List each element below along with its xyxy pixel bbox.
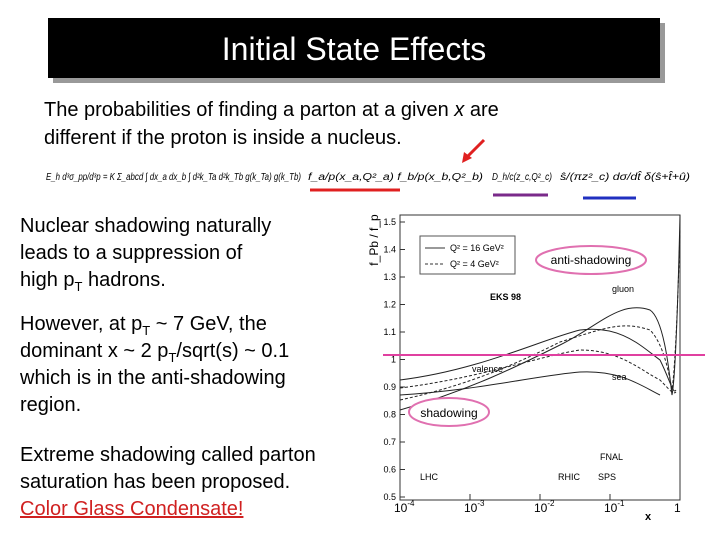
arrow bbox=[464, 138, 486, 160]
plot-label: sea bbox=[612, 372, 627, 382]
text-line: leads to a suppression of bbox=[20, 242, 243, 264]
paragraph: Extreme shadowing called parton saturati… bbox=[20, 444, 316, 493]
legend bbox=[419, 235, 516, 275]
x-tick-label: 1 bbox=[674, 501, 681, 515]
x-tick-base: 10 bbox=[534, 501, 548, 515]
intro-line: different if the proton is inside a nucl… bbox=[44, 127, 402, 149]
y-tick-label: 1.1 bbox=[383, 327, 396, 337]
curve bbox=[399, 349, 677, 394]
y-tick-label: 0.6 bbox=[383, 465, 396, 475]
plot-label: EKS 98 bbox=[490, 292, 521, 302]
x-tick-base: 1 bbox=[674, 501, 681, 515]
text: x bbox=[453, 99, 465, 121]
subscript: T bbox=[75, 279, 83, 294]
text: ~ 7 GeV, the bbox=[150, 313, 267, 335]
annotation: shadowing bbox=[420, 406, 477, 420]
annotation-ellipse bbox=[408, 397, 490, 427]
title-box bbox=[48, 18, 660, 78]
text-line: high pT hadrons. bbox=[20, 269, 166, 294]
text-line: saturation has been proposed. bbox=[20, 471, 290, 493]
y-tick-label: 1.5 bbox=[383, 217, 396, 227]
plot-label: FNAL bbox=[600, 452, 623, 462]
x-tick-base: 10 bbox=[464, 501, 478, 515]
x-ticks: 10-4 10-3 10-2 10-1 1 bbox=[394, 494, 681, 515]
x-tick-label: 10-2 bbox=[534, 499, 555, 515]
text-line: Extreme shadowing called parton bbox=[20, 444, 316, 466]
text: The probabilities of finding a parton at… bbox=[44, 99, 454, 121]
formula-part: D_h/c(z_c,Q²_c) bbox=[492, 172, 552, 183]
paragraph: Nuclear shadowing naturally leads to a s… bbox=[20, 215, 271, 294]
curves bbox=[399, 214, 681, 411]
text-line: region. bbox=[20, 394, 81, 416]
annotation-ellipse bbox=[535, 245, 647, 275]
y-tick-label: 1 bbox=[391, 355, 396, 365]
legend-label: Q² = 4 GeV² bbox=[450, 259, 499, 269]
x-tick-exponent: -4 bbox=[407, 499, 415, 508]
plot-label: gluon bbox=[612, 284, 634, 294]
legend-label: Q² = 16 GeV² bbox=[450, 243, 504, 253]
text-line: However, at pT ~ 7 GeV, the bbox=[20, 313, 267, 338]
intro-line: The probabilities of finding a parton at… bbox=[44, 99, 499, 121]
arrow-head bbox=[462, 152, 472, 163]
text-line: Nuclear shadowing naturally bbox=[20, 215, 271, 237]
text: hadrons. bbox=[82, 269, 165, 291]
x-tick-base: 10 bbox=[604, 501, 618, 515]
x-tick-exponent: -1 bbox=[617, 499, 625, 508]
subscript: T bbox=[168, 350, 176, 365]
x-tick-exponent: -3 bbox=[477, 499, 485, 508]
plot-label: LHC bbox=[420, 472, 439, 482]
curve bbox=[399, 371, 661, 396]
text: dominant x ~ 2 p bbox=[20, 340, 168, 362]
x-tick-label: 10-1 bbox=[604, 499, 625, 515]
y-tick-label: 0.5 bbox=[383, 492, 396, 502]
title: Initial State Effects bbox=[222, 31, 486, 67]
text: /sqrt(s) ~ 0.1 bbox=[176, 340, 289, 362]
y-tick-label: 0.7 bbox=[383, 437, 396, 447]
y-ticks: 1.5 1.4 1.3 1.2 1.1 1 0.9 0.8 0.7 0.6 0.5 bbox=[383, 217, 405, 502]
plot-label: SPS bbox=[598, 472, 616, 482]
plot-label: valence bbox=[472, 364, 503, 374]
curve bbox=[399, 328, 677, 392]
annotation: anti-shadowing bbox=[551, 253, 632, 267]
y-tick-label: 0.8 bbox=[383, 410, 396, 420]
x-tick-base: 10 bbox=[394, 501, 408, 515]
y-tick-label: 1.3 bbox=[383, 272, 396, 282]
x-axis-label: x bbox=[645, 511, 652, 523]
paragraph: However, at pT ~ 7 GeV, the dominant x ~… bbox=[19, 313, 289, 416]
x-tick-label: 10-4 bbox=[394, 499, 415, 515]
text: are bbox=[464, 99, 498, 121]
formula-part: f_a/p(x_a,Q²_a) f_b/p(x_b,Q²_b) bbox=[308, 172, 483, 183]
y-tick-label: 0.9 bbox=[383, 382, 396, 392]
y-tick-label: 1.2 bbox=[383, 300, 396, 310]
figure: f_Pb / f_p 1.5 1.4 1.3 1.2 1.1 1 0.9 0.8 0.7 0.6 0… bbox=[367, 214, 705, 523]
curve bbox=[399, 229, 681, 401]
plot-label: RHIC bbox=[558, 472, 580, 482]
y-axis-label: f_Pb / f_p bbox=[367, 214, 381, 266]
formula-part: E_h d³σ_pp/d³p = K Σ_abcd ∫ dx_a dx_b ∫ … bbox=[46, 172, 301, 183]
link[interactable]: Color Glass Condensate! bbox=[20, 498, 243, 520]
text: high p bbox=[20, 269, 75, 291]
formula-part: ŝ/(πz²_c) dσ/dt̂ δ(ŝ+t̂+û) bbox=[560, 170, 690, 183]
x-tick-exponent: -2 bbox=[547, 499, 555, 508]
text-line: dominant x ~ 2 pT/sqrt(s) ~ 0.1 bbox=[20, 340, 289, 365]
x-tick-label: 10-3 bbox=[464, 499, 485, 515]
text: However, at p bbox=[20, 313, 142, 335]
y-tick-label: 1.4 bbox=[383, 245, 396, 255]
text-line: which is in the anti-shadowing bbox=[19, 367, 286, 389]
formula: E_h d³σ_pp/d³p = K Σ_abcd ∫ dx_a dx_b ∫ … bbox=[46, 170, 690, 183]
subscript: T bbox=[142, 323, 150, 338]
